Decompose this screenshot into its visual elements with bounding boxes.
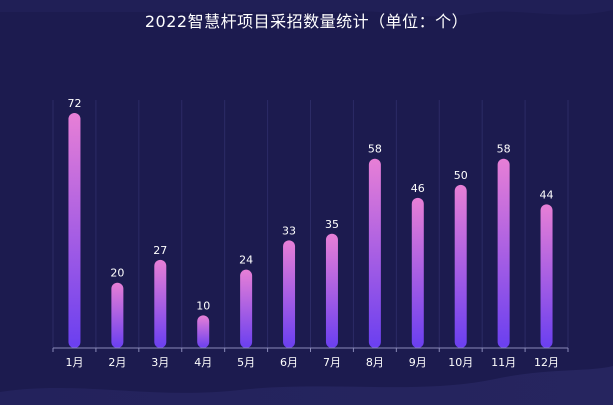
- grid-lines: [52, 100, 569, 348]
- x-tick-label: 7月: [323, 356, 341, 369]
- bottom-wave-decor: [0, 366, 613, 405]
- bar-9月[interactable]: [411, 197, 424, 348]
- data-label: 58: [368, 143, 382, 156]
- data-label: 46: [411, 182, 425, 195]
- bar-1月[interactable]: [68, 113, 81, 348]
- bar-11月[interactable]: [497, 158, 510, 348]
- bar-12月[interactable]: [540, 204, 553, 348]
- data-label: 58: [497, 143, 511, 156]
- data-labels-group: 72 20 27 10 24 33 35 58 46 50 58 44: [67, 97, 553, 312]
- x-tick-label: 10月: [448, 356, 473, 369]
- chart-title: 2022智慧杆项目采招数量统计（单位：个）: [144, 12, 469, 31]
- x-tick-label: 2月: [108, 356, 126, 369]
- bar-2月[interactable]: [111, 282, 124, 348]
- data-label: 35: [325, 218, 339, 231]
- x-tick-label: 1月: [65, 356, 83, 369]
- bar-6月[interactable]: [283, 240, 296, 348]
- x-tick-label: 3月: [151, 356, 169, 369]
- x-tick-label: 9月: [409, 356, 427, 369]
- bar-7月[interactable]: [325, 233, 338, 348]
- x-tick-label: 4月: [194, 356, 212, 369]
- bar-3月[interactable]: [154, 259, 167, 348]
- bar-10月[interactable]: [454, 184, 467, 348]
- bar-5月[interactable]: [240, 269, 253, 348]
- data-label: 20: [110, 267, 124, 280]
- bar-4月[interactable]: [197, 315, 210, 348]
- bar-8月[interactable]: [368, 158, 381, 348]
- x-tick-label: 6月: [280, 356, 298, 369]
- bars-group: [68, 113, 553, 348]
- top-wave-decor: [0, 0, 613, 17]
- data-label: 72: [67, 97, 81, 110]
- data-label: 24: [239, 254, 253, 267]
- data-label: 33: [282, 224, 296, 237]
- data-label: 50: [454, 169, 468, 182]
- data-label: 27: [153, 244, 167, 257]
- data-label: 44: [540, 188, 554, 201]
- data-label: 10: [196, 299, 210, 312]
- x-tick-label: 12月: [534, 356, 559, 369]
- x-axis-ticks: 1月 2月 3月 4月 5月 6月 7月 8月 9月 10月 11月 12月: [52, 348, 569, 369]
- x-tick-label: 5月: [237, 356, 255, 369]
- x-tick-label: 11月: [491, 356, 516, 369]
- x-tick-label: 8月: [366, 356, 384, 369]
